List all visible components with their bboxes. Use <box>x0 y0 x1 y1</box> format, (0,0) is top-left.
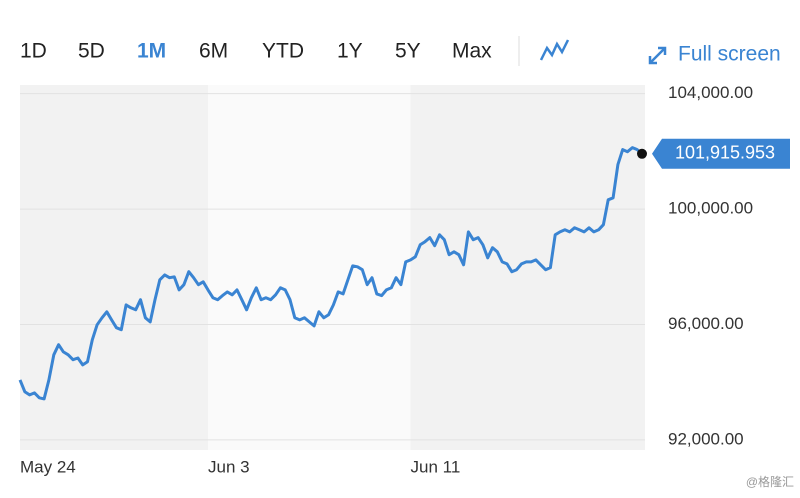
price-callout <box>652 138 790 169</box>
range-button[interactable]: 1Y <box>337 40 363 63</box>
x-tick-label: Jun 3 <box>208 457 250 476</box>
full-screen-button[interactable]: Full screen <box>678 43 781 66</box>
range-button[interactable]: 6M <box>199 40 228 63</box>
full-screen-icon[interactable] <box>648 46 667 65</box>
current-price-dot <box>637 148 647 159</box>
x-tick-label: Jun 11 <box>411 457 461 476</box>
background-band <box>208 85 411 450</box>
current-price-label: 101,915.953 <box>675 143 775 163</box>
range-button[interactable]: YTD <box>262 40 304 63</box>
range-button[interactable]: 5D <box>78 40 105 63</box>
range-button[interactable]: Max <box>452 40 492 63</box>
background-band <box>410 85 645 450</box>
range-button[interactable]: 1D <box>20 40 47 63</box>
background-band <box>20 85 209 450</box>
y-tick-label: 104,000.00 <box>668 83 753 102</box>
y-tick-label: 96,000.00 <box>668 314 744 333</box>
y-tick-label: 92,000.00 <box>668 429 744 448</box>
watermark: @格隆汇 <box>746 474 794 489</box>
range-button[interactable]: 5Y <box>395 40 421 63</box>
price-line <box>18 146 643 401</box>
range-button[interactable]: 1M <box>137 40 166 63</box>
chart-type-icon[interactable] <box>539 39 570 61</box>
x-tick-label: May 24 <box>20 457 76 476</box>
y-tick-label: 100,000.00 <box>668 199 753 218</box>
